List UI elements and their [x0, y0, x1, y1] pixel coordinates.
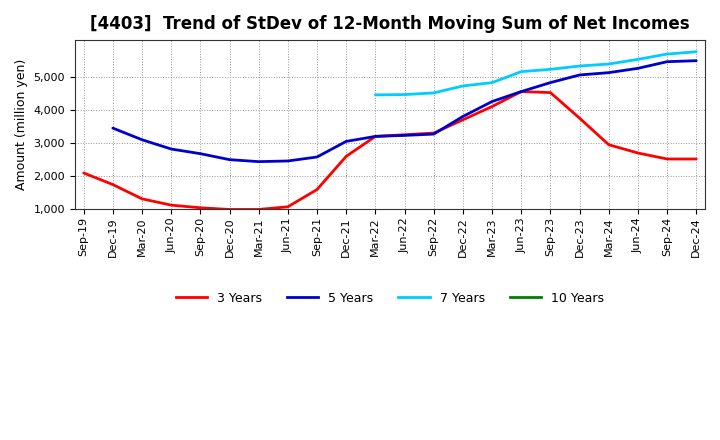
7 Years [517, 69, 526, 74]
3 Years [429, 130, 438, 136]
3 Years [312, 187, 321, 192]
3 Years [371, 134, 379, 139]
3 Years [79, 170, 88, 176]
5 Years [312, 154, 321, 160]
7 Years [692, 49, 701, 55]
5 Years [634, 66, 642, 71]
Y-axis label: Amount (million yen): Amount (million yen) [15, 59, 28, 191]
7 Years [429, 90, 438, 95]
3 Years [167, 202, 176, 208]
Line: 3 Years: 3 Years [84, 92, 696, 209]
3 Years [546, 90, 554, 95]
7 Years [634, 57, 642, 62]
3 Years [575, 116, 584, 121]
5 Years [604, 70, 613, 75]
5 Years [342, 139, 351, 144]
5 Years [487, 99, 496, 104]
5 Years [196, 151, 204, 156]
3 Years [284, 204, 292, 209]
3 Years [138, 196, 146, 202]
3 Years [604, 142, 613, 147]
5 Years [459, 114, 467, 119]
7 Years [487, 80, 496, 85]
5 Years [575, 72, 584, 77]
5 Years [371, 134, 379, 139]
Title: [4403]  Trend of StDev of 12-Month Moving Sum of Net Incomes: [4403] Trend of StDev of 12-Month Moving… [90, 15, 690, 33]
3 Years [459, 117, 467, 122]
3 Years [254, 207, 263, 212]
3 Years [196, 205, 204, 210]
5 Years [284, 158, 292, 164]
7 Years [604, 61, 613, 66]
Line: 5 Years: 5 Years [113, 61, 696, 161]
Legend: 3 Years, 5 Years, 7 Years, 10 Years: 3 Years, 5 Years, 7 Years, 10 Years [171, 287, 609, 310]
5 Years [429, 132, 438, 137]
3 Years [487, 104, 496, 109]
5 Years [662, 59, 671, 64]
5 Years [517, 89, 526, 94]
3 Years [225, 207, 234, 212]
Line: 7 Years: 7 Years [375, 52, 696, 95]
7 Years [371, 92, 379, 98]
5 Years [400, 133, 409, 138]
7 Years [459, 83, 467, 88]
3 Years [692, 156, 701, 161]
3 Years [109, 182, 117, 187]
5 Years [138, 137, 146, 143]
3 Years [634, 150, 642, 156]
5 Years [109, 125, 117, 131]
7 Years [546, 67, 554, 72]
7 Years [662, 51, 671, 57]
5 Years [167, 147, 176, 152]
7 Years [575, 63, 584, 69]
3 Years [400, 132, 409, 137]
5 Years [546, 80, 554, 85]
3 Years [662, 156, 671, 161]
7 Years [400, 92, 409, 97]
5 Years [254, 159, 263, 164]
3 Years [517, 89, 526, 94]
5 Years [692, 58, 701, 63]
3 Years [342, 154, 351, 159]
5 Years [225, 157, 234, 162]
